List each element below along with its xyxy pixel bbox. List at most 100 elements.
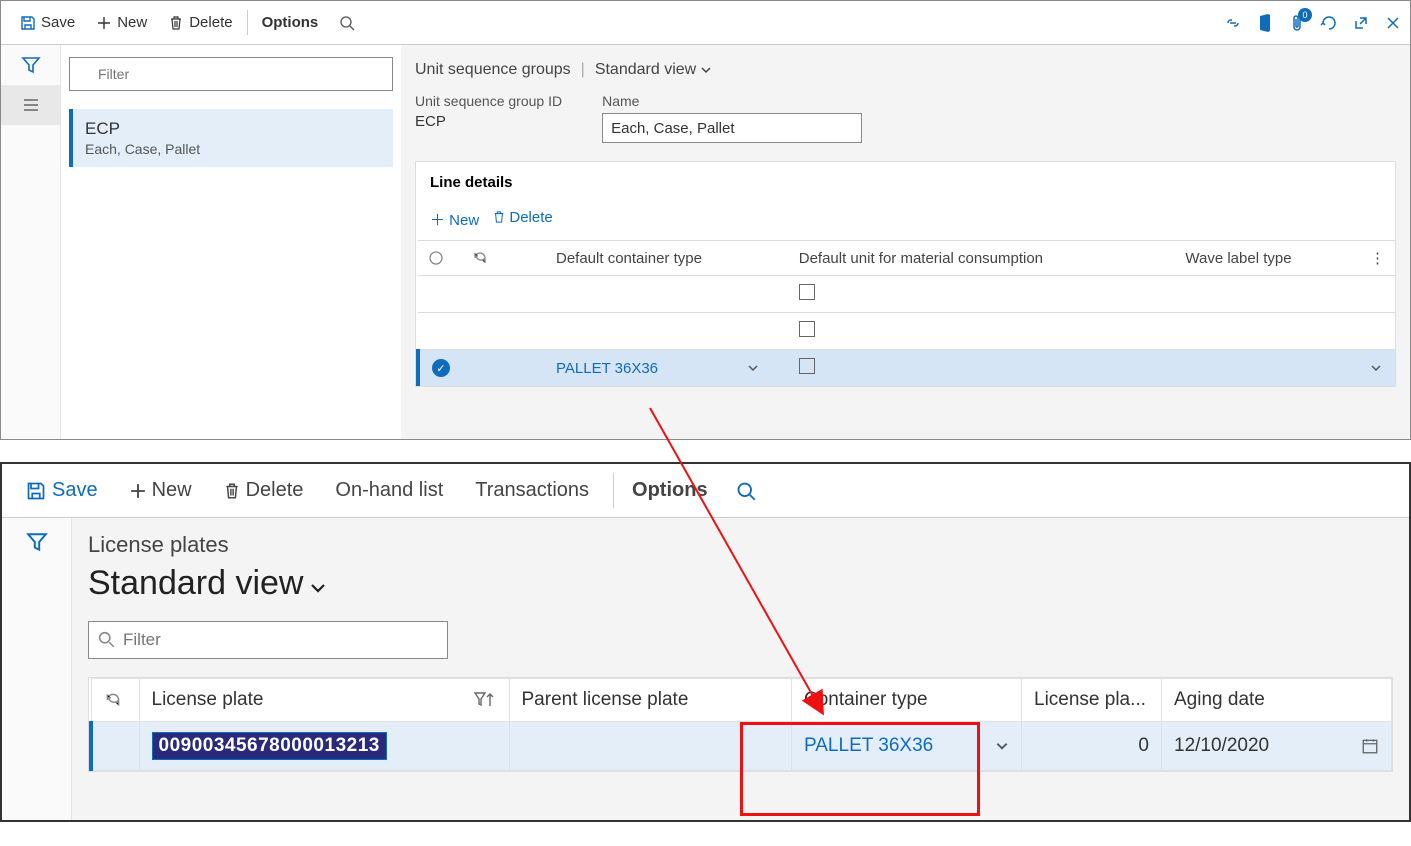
left-rail bbox=[1, 45, 61, 439]
cell-wave[interactable] bbox=[1175, 276, 1360, 313]
grid-row-selected[interactable]: ✓ PALLET 36X36 bbox=[418, 350, 1395, 387]
grid-row[interactable]: 00900345678000013213 PALLET 36X36 0 bbox=[91, 722, 1392, 771]
col-aging-date[interactable]: Aging date bbox=[1162, 679, 1392, 722]
license-plates-pane: Save New Delete On-hand list Transaction… bbox=[0, 462, 1411, 822]
checkbox-icon[interactable] bbox=[799, 321, 815, 337]
office-icon[interactable] bbox=[1256, 14, 1274, 32]
search-button[interactable] bbox=[328, 10, 366, 36]
list-item-ecp[interactable]: ECP Each, Case, Pallet bbox=[69, 109, 393, 167]
view-label: Standard view bbox=[595, 61, 696, 79]
line-details-actions: ＋ New Delete bbox=[416, 203, 1395, 240]
calendar-icon[interactable] bbox=[1361, 737, 1379, 755]
attachment-icon[interactable]: 0 bbox=[1288, 14, 1306, 32]
filter-rail-button[interactable] bbox=[1, 45, 60, 85]
cell-container-type[interactable]: PALLET 36X36 bbox=[792, 722, 1022, 771]
chevron-down-icon bbox=[700, 66, 712, 74]
toolbar-top: Save New Delete Options 0 bbox=[1, 1, 1410, 45]
breadcrumb-sep: | bbox=[581, 61, 585, 79]
cell-wave[interactable] bbox=[1175, 350, 1360, 387]
trash-icon bbox=[224, 482, 240, 500]
cell-wave[interactable] bbox=[1175, 313, 1360, 350]
save-button[interactable]: Save bbox=[12, 473, 112, 508]
cell-container[interactable] bbox=[546, 313, 789, 350]
list-rail-button[interactable] bbox=[1, 85, 60, 125]
col-license-plate[interactable]: License plate bbox=[139, 679, 509, 722]
breadcrumb-text: Unit sequence groups bbox=[415, 61, 571, 79]
line-grid: Default container type Default unit for … bbox=[416, 240, 1395, 386]
grid-row[interactable] bbox=[418, 313, 1395, 350]
attachment-count: 0 bbox=[1298, 8, 1312, 22]
delete-label: Delete bbox=[246, 479, 304, 502]
cell-defunit[interactable] bbox=[789, 276, 1176, 313]
new-button[interactable]: New bbox=[85, 10, 157, 36]
grid-header-row: Default container type Default unit for … bbox=[418, 241, 1395, 276]
grid-row[interactable] bbox=[418, 276, 1395, 313]
line-new-button[interactable]: ＋ New bbox=[430, 209, 479, 230]
view-selector[interactable]: Standard view bbox=[595, 61, 712, 79]
col-more[interactable]: ⋮ bbox=[1360, 241, 1395, 276]
field-name-input[interactable] bbox=[602, 113, 862, 143]
save-icon bbox=[19, 14, 37, 32]
search-icon bbox=[338, 14, 356, 32]
cell-parent[interactable] bbox=[509, 722, 792, 771]
check-icon: ✓ bbox=[432, 359, 450, 377]
chevron-down-icon bbox=[747, 364, 759, 372]
link-icon[interactable] bbox=[1224, 14, 1242, 32]
col-container-type[interactable]: Container type bbox=[792, 679, 1022, 722]
filter-input[interactable] bbox=[69, 57, 393, 91]
view-label: Standard view bbox=[88, 564, 303, 603]
popout-icon[interactable] bbox=[1352, 14, 1370, 32]
filter-input[interactable] bbox=[88, 621, 448, 659]
breadcrumb: Unit sequence groups | Standard view bbox=[415, 61, 1396, 79]
unit-sequence-groups-pane: Save New Delete Options 0 bbox=[0, 0, 1411, 440]
save-label: Save bbox=[52, 479, 98, 502]
filter-wrap bbox=[88, 621, 448, 659]
col-parent[interactable]: Parent license plate bbox=[509, 679, 792, 722]
cell-license-plate[interactable]: 00900345678000013213 bbox=[139, 722, 509, 771]
col-defunit[interactable]: Default unit for material consumption bbox=[789, 241, 1176, 276]
delete-label: Delete bbox=[189, 14, 232, 31]
search-icon bbox=[98, 631, 116, 649]
col-select[interactable] bbox=[418, 241, 462, 276]
search-button[interactable] bbox=[736, 481, 756, 501]
body-top: ECP Each, Case, Pallet Unit sequence gro… bbox=[1, 45, 1410, 439]
filter-sort-icon[interactable] bbox=[473, 691, 497, 709]
close-icon[interactable] bbox=[1384, 14, 1402, 32]
cell-defunit[interactable] bbox=[789, 313, 1176, 350]
checkbox-icon[interactable] bbox=[799, 284, 815, 300]
line-details: Line details ＋ New Delete Default contai… bbox=[415, 161, 1396, 387]
checkbox-icon[interactable] bbox=[799, 358, 815, 374]
col-wave[interactable]: Wave label type bbox=[1175, 241, 1360, 276]
col-refresh[interactable] bbox=[462, 241, 506, 276]
new-label: New bbox=[152, 479, 192, 502]
col-license-pla[interactable]: License pla... bbox=[1022, 679, 1162, 722]
field-name: Name bbox=[602, 93, 862, 143]
view-selector[interactable]: Standard view bbox=[88, 564, 1393, 603]
list-column: ECP Each, Case, Pallet bbox=[61, 45, 401, 439]
line-delete-button[interactable]: Delete bbox=[493, 209, 553, 230]
cell-aging[interactable]: 12/10/2020 bbox=[1162, 722, 1392, 771]
cell-defunit[interactable] bbox=[789, 350, 1176, 387]
options-button[interactable]: Options bbox=[613, 473, 722, 508]
chevron-down-icon[interactable] bbox=[1370, 364, 1382, 372]
refresh-icon[interactable] bbox=[1320, 14, 1338, 32]
field-id-value: ECP bbox=[415, 113, 562, 130]
options-button[interactable]: Options bbox=[247, 10, 329, 35]
cell-container[interactable] bbox=[546, 276, 789, 313]
main-column: Unit sequence groups | Standard view Uni… bbox=[401, 45, 1410, 439]
cell-container[interactable]: PALLET 36X36 bbox=[546, 350, 789, 387]
cell-lpla[interactable]: 0 bbox=[1022, 722, 1162, 771]
col-refresh[interactable] bbox=[91, 679, 139, 722]
delete-button[interactable]: Delete bbox=[157, 10, 242, 36]
save-button[interactable]: Save bbox=[9, 10, 85, 36]
new-label: New bbox=[117, 14, 147, 31]
field-id-label: Unit sequence group ID bbox=[415, 93, 562, 109]
delete-button[interactable]: Delete bbox=[210, 473, 318, 508]
transactions-button[interactable]: Transactions bbox=[461, 473, 603, 508]
options-label: Options bbox=[262, 14, 319, 31]
new-button[interactable]: New bbox=[116, 473, 206, 508]
plus-icon bbox=[130, 483, 146, 499]
filter-rail-button[interactable] bbox=[2, 518, 71, 566]
col-container[interactable]: Default container type bbox=[546, 241, 789, 276]
onhand-button[interactable]: On-hand list bbox=[321, 473, 457, 508]
